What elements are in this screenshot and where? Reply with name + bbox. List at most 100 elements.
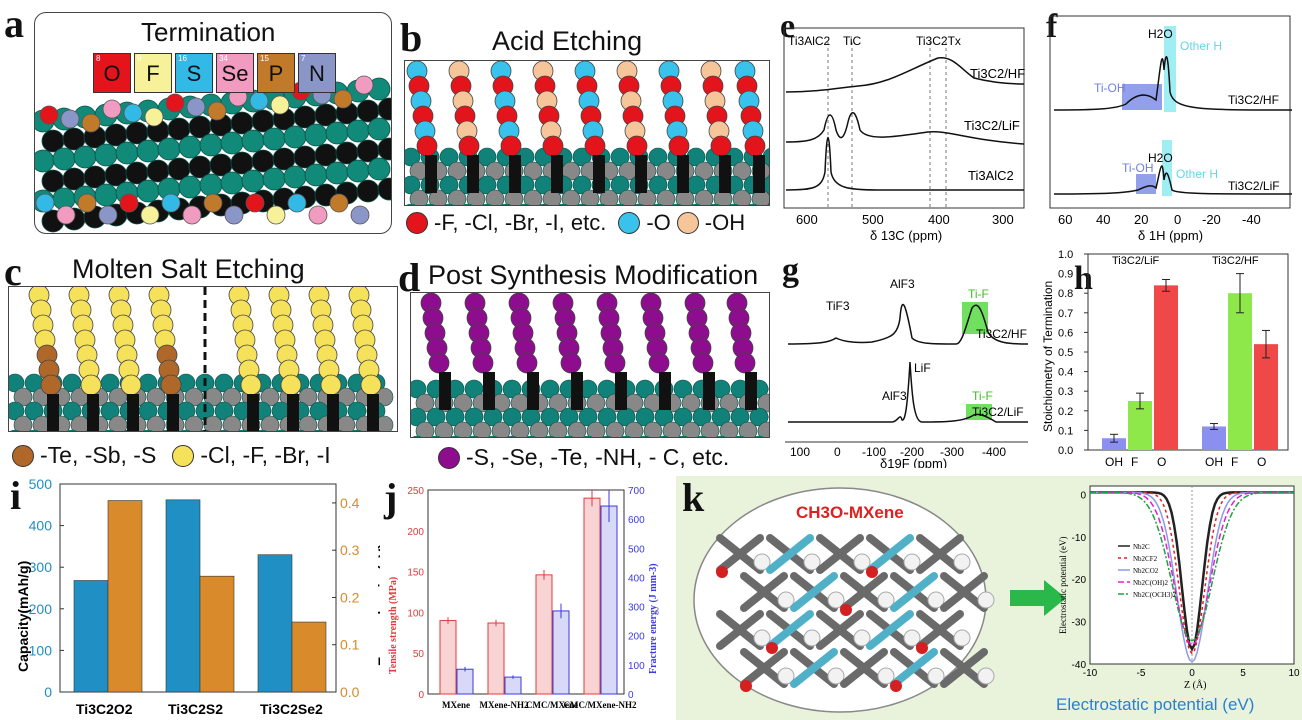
hydrogen-atom (903, 629, 921, 647)
x-tick-label: CMC/MXene-NH2 (564, 700, 637, 710)
atom (610, 147, 630, 167)
y2-tick-label: 0.3 (340, 542, 360, 558)
trace-label: Ti3AlC2 (968, 168, 1014, 183)
atom (453, 421, 473, 437)
legend-text: -Cl, -F, -Br, -I (200, 442, 331, 468)
peak-label: LiF (914, 361, 931, 375)
y-tick-label: 500 (29, 478, 53, 492)
carbon-layer (635, 167, 647, 181)
bond (790, 572, 838, 612)
atom (13, 415, 33, 431)
bar (439, 620, 457, 695)
panel-label-i: i (10, 473, 22, 518)
atom (304, 123, 328, 147)
atom (146, 387, 166, 407)
panel-c-legend: -Te, -Sb, -S -Cl, -F, -Br, -I (12, 442, 331, 469)
carbon-layer (327, 418, 339, 431)
termination-atom (81, 113, 101, 133)
atom (262, 167, 286, 191)
oxygen-atom (716, 566, 728, 578)
atom (485, 189, 505, 205)
atom (749, 407, 769, 427)
bar (107, 500, 143, 693)
element-symbol: S (186, 61, 202, 86)
hydrogen-atom (753, 629, 771, 647)
arrow-icon (1010, 580, 1066, 616)
hydrogen-atom (753, 553, 771, 571)
termination-atom (648, 352, 670, 374)
bond (766, 534, 814, 574)
atom (406, 203, 416, 205)
panel-b-legend: -F, -Cl, -Br, -I, etc. -O -OH (406, 210, 745, 236)
legend-dot-functional (438, 446, 460, 469)
carbon-layer (87, 418, 99, 431)
atom (73, 145, 97, 169)
y-tick-label: 1.0 (1058, 249, 1073, 261)
legend-text: -F, -Cl, -Br, -I, etc. (434, 210, 607, 235)
termination-atom (224, 205, 244, 225)
hydrogen-atom (877, 591, 895, 609)
carbon-layer (167, 394, 179, 408)
atom (501, 203, 511, 205)
y2-tick-label: 300 (628, 603, 645, 614)
atom (605, 421, 625, 437)
atom (768, 386, 769, 392)
carbon-layer (467, 155, 479, 169)
atom (545, 435, 555, 437)
x-tick-label: MXene (442, 700, 470, 710)
carbon-layer (509, 167, 521, 181)
termination-atom (542, 135, 564, 157)
atom (94, 143, 118, 167)
carbon-layer (745, 396, 757, 410)
y-tick-label: -40 (1072, 660, 1087, 671)
atom (304, 163, 328, 187)
carbon-layer (527, 384, 539, 398)
atom (283, 165, 307, 189)
y-tick-label: 150 (407, 568, 424, 579)
atom (325, 121, 349, 145)
y-tick-label: 0 (44, 684, 52, 700)
atom (738, 421, 758, 437)
atom (184, 387, 204, 407)
atom (656, 161, 676, 181)
atom (621, 435, 631, 437)
atom (298, 415, 318, 431)
termination-atom (710, 135, 732, 157)
bond (890, 572, 938, 612)
atom (447, 161, 467, 181)
atom (29, 429, 39, 431)
termination-atom (119, 193, 139, 213)
hydrogen-atom (803, 629, 821, 647)
bond (740, 572, 788, 612)
atom (732, 189, 752, 205)
atom (238, 429, 248, 431)
atom (426, 407, 446, 427)
element-symbol: O (103, 61, 121, 86)
carbon-layer (703, 372, 715, 386)
atom (444, 203, 454, 205)
termination-atom (245, 193, 265, 213)
atom (445, 407, 465, 427)
x-tick-label: Ti3C2S2 (168, 701, 223, 717)
y2-tick-label: 500 (628, 544, 645, 555)
bond (716, 610, 764, 650)
y2-axis-label: Fracture energy (J mm-3) (648, 563, 659, 674)
y2-tick-label: 400 (628, 573, 645, 584)
peak-label: TiC (843, 34, 862, 48)
hydrogen-atom (977, 591, 995, 609)
atom (635, 407, 655, 427)
x-tick-label: O (1157, 455, 1166, 468)
atom (199, 133, 223, 157)
y2-tick-label: 0.1 (340, 637, 360, 653)
plot-frame (427, 489, 625, 695)
y-tick-label: 0.9 (1058, 269, 1073, 281)
carbon-layer (593, 179, 605, 193)
atom (678, 435, 688, 437)
bond (940, 572, 988, 612)
trace-g-hf (787, 303, 1029, 345)
panel-c-structure (9, 287, 394, 431)
carbon-layer (127, 406, 139, 420)
atom (62, 401, 82, 421)
atom (656, 189, 676, 205)
